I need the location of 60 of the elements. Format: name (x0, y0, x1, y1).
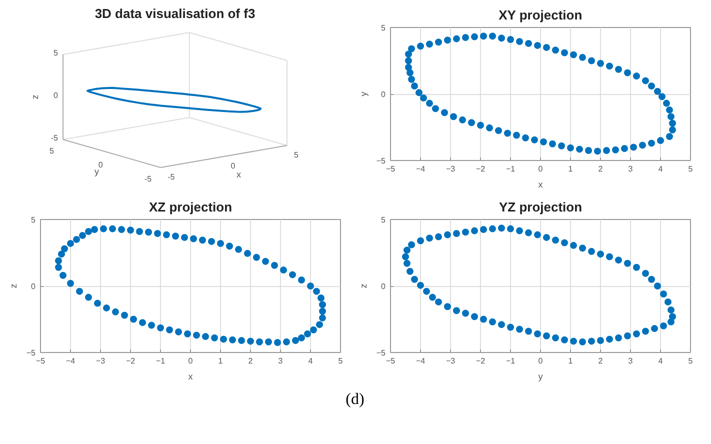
y-tick-label: 0 (381, 90, 386, 99)
text: 5 (50, 146, 55, 156)
y-tick-label: 0 (31, 282, 36, 291)
text: (d) (346, 390, 364, 410)
x-tick-label: 5 (688, 164, 694, 174)
x-axis-title: x (188, 372, 194, 382)
text: -5 (168, 172, 176, 182)
x-tick-label: 3 (628, 356, 634, 366)
x-tick-label: −2 (476, 356, 486, 366)
x-tick-label: −2 (126, 356, 136, 366)
text: -5 (50, 134, 59, 142)
x-tick-label: −1 (156, 356, 166, 366)
y-axis-title: z (8, 283, 18, 288)
chart-title: XZ projection (148, 200, 232, 214)
x-tick-label: −1 (506, 356, 516, 366)
text: 5 (294, 150, 299, 160)
x-tick-label: 1 (218, 356, 224, 366)
x-tick-label: 3 (628, 164, 634, 174)
text: 5 (54, 48, 59, 58)
x-tick-label: 4 (308, 356, 314, 366)
x-tick-label: 5 (338, 356, 344, 366)
x-axis-title: y (538, 372, 544, 382)
y-axis-title: y (358, 91, 368, 96)
x-tick-label: 5 (688, 356, 694, 366)
y-tick-label: 5 (31, 216, 36, 224)
x-tick-label: −2 (476, 164, 486, 174)
text: 3D data visualisation of f3 (94, 6, 256, 21)
text: 0 (54, 91, 59, 100)
x-tick-label: 2 (248, 356, 254, 366)
x-tick-label: −4 (416, 164, 426, 174)
x-tick-label: 1 (568, 356, 574, 366)
y-tick-label: 0 (381, 282, 386, 291)
x-tick-label: 1 (568, 164, 574, 174)
x-tick-label: 2 (598, 356, 604, 366)
y-tick-label: 5 (381, 216, 386, 224)
x-tick-label: −4 (66, 356, 76, 366)
x-tick-label: 4 (658, 356, 664, 366)
x-tick-label: −4 (416, 356, 426, 366)
x-tick-label: 0 (538, 356, 544, 366)
chart-title: XY projection (498, 8, 582, 22)
x-tick-label: 4 (658, 164, 664, 174)
x-tick-label: −1 (506, 164, 516, 174)
x-tick-label: 0 (538, 164, 544, 174)
y-axis-title: z (358, 283, 368, 288)
y-tick-label: 5 (381, 24, 386, 32)
y-tick-label: −5 (376, 348, 386, 358)
text: y (94, 166, 100, 176)
x-axis-title: x (538, 180, 544, 190)
x-tick-label: 3 (278, 356, 284, 366)
text: x (236, 170, 242, 180)
text: z (30, 94, 40, 100)
chart-title: YZ projection (498, 200, 582, 214)
x-tick-label: 2 (598, 164, 604, 174)
y-tick-label: −5 (376, 156, 386, 166)
x-tick-label: −3 (96, 356, 106, 366)
x-tick-label: −3 (446, 164, 456, 174)
y-tick-label: −5 (26, 348, 36, 358)
text: -5 (144, 174, 152, 184)
x-tick-label: −3 (446, 356, 456, 366)
x-tick-label: 0 (188, 356, 194, 366)
